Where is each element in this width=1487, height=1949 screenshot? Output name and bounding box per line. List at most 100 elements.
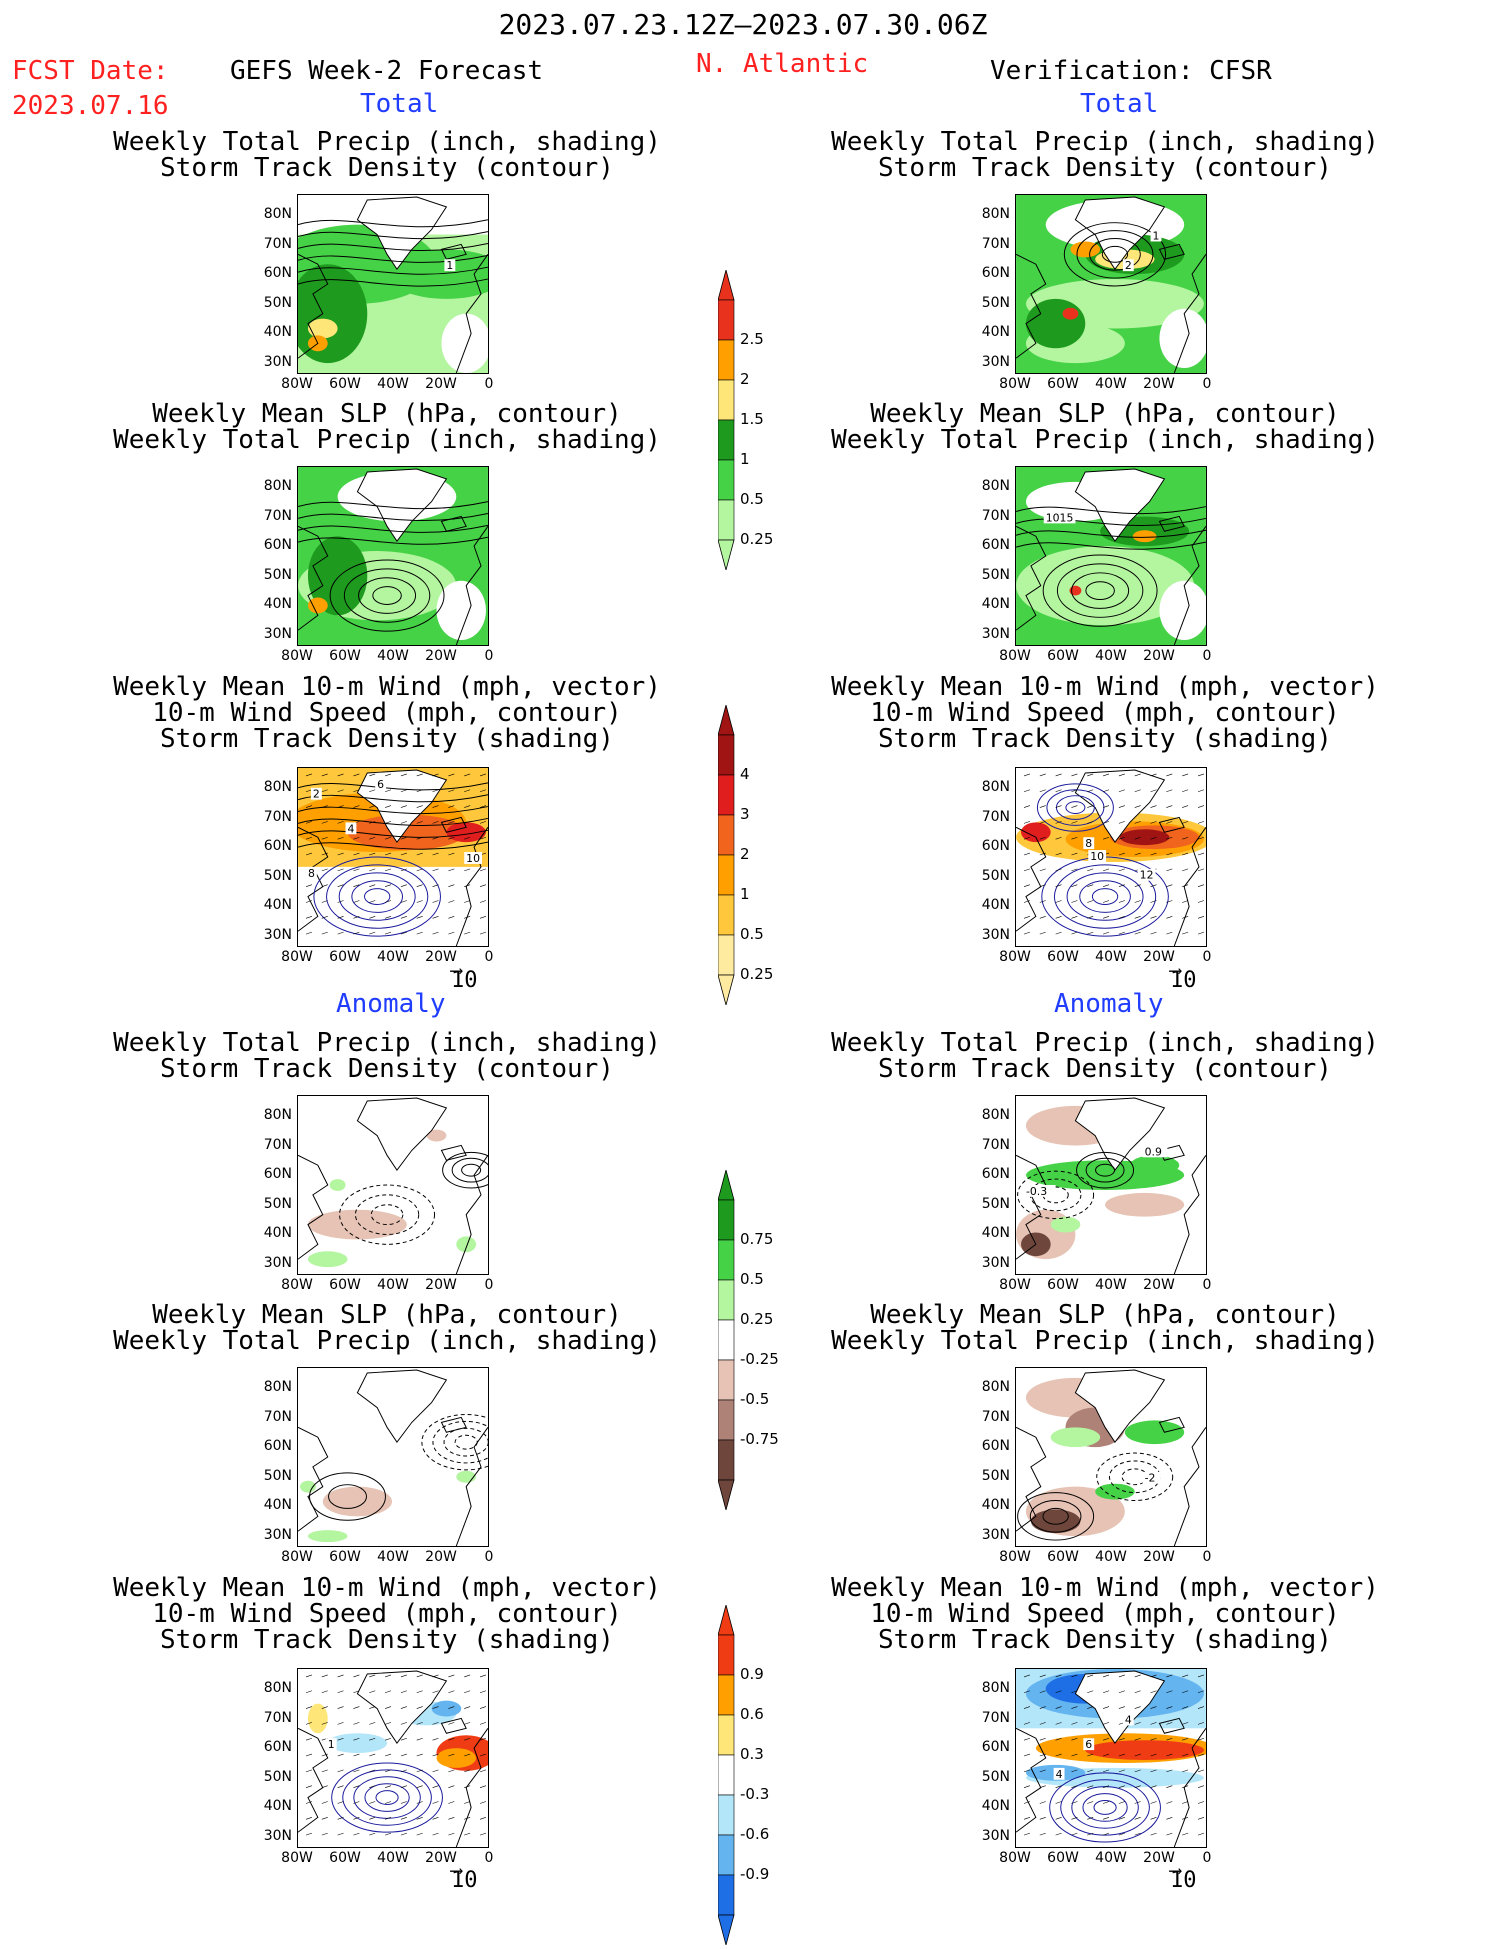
map-vf-anom-precip: 0.9 -0.3: [1015, 1095, 1207, 1275]
wind-vector: [1055, 1753, 1062, 1757]
wind-vector: [1039, 1753, 1046, 1757]
contour-line: [343, 568, 431, 623]
lon-tick-label: 40W: [1095, 648, 1127, 664]
wind-vector: [432, 821, 439, 824]
wind-vector: [321, 1690, 328, 1694]
wind-vector: [1055, 931, 1062, 935]
wind-vector: [1134, 884, 1141, 887]
contour-line: [1056, 563, 1144, 618]
wind-vector: [464, 1832, 471, 1836]
lat-tick-label: 50N: [263, 867, 292, 884]
lat-tick-label: 50N: [263, 1768, 292, 1785]
contour-label-text: 1: [446, 259, 453, 272]
lat-tick-label: 40N: [263, 1497, 292, 1513]
wind-vector: [1039, 884, 1046, 887]
lon-tick-label: 0: [1202, 648, 1212, 664]
wind-vector: [305, 836, 313, 840]
section-anomaly-right: Anomaly: [1054, 989, 1164, 1019]
wind-vector: [1197, 916, 1205, 919]
shade-region: [1030, 1509, 1081, 1534]
wind-vector: [369, 805, 376, 808]
lon-tick-label: 40W: [377, 1850, 409, 1866]
lat-tick-label: 60N: [263, 1438, 292, 1454]
wind-vector: [384, 1753, 392, 1757]
wind-vector: [353, 1690, 360, 1694]
lon-tick-label: 20W: [1143, 376, 1175, 392]
lon-tick-label: 0: [484, 648, 494, 664]
colorbar-segment: [717, 1279, 735, 1321]
wind-vector: [1039, 773, 1046, 777]
wind-vector: [1055, 1690, 1062, 1694]
lon-tick-label: 60W: [329, 376, 361, 392]
wind-vector: [321, 1785, 328, 1788]
wind-vector: [1150, 900, 1157, 903]
wind-vector: [337, 1690, 344, 1694]
contour-line: [364, 1783, 410, 1812]
wind-vector: [1023, 931, 1031, 935]
lat-tick-label: 80N: [263, 779, 292, 795]
europe-africa-coast: [1173, 1427, 1206, 1546]
wind-vector: [384, 1674, 392, 1678]
iceland-coast: [440, 243, 467, 260]
contour-line: [298, 219, 488, 228]
map-canvas: 2 6 4 8 10: [298, 768, 488, 946]
wind-vector: [1182, 805, 1189, 808]
wind-vector: [353, 1674, 360, 1678]
wind-vector: [337, 805, 344, 808]
lat-tick-label: 60N: [263, 1166, 292, 1182]
contour-line: [331, 1762, 443, 1833]
contour-label: 2: [1122, 259, 1134, 272]
colorbar-strip: [717, 268, 735, 572]
lon-tick-label: 20W: [1143, 648, 1175, 664]
colorbar-label: 1.5: [740, 410, 764, 428]
wind-vector: [1197, 900, 1205, 903]
europe-africa-coast: [1173, 827, 1206, 946]
colorbar-label: 0.5: [740, 490, 764, 508]
lat-tick-label: 70N: [981, 507, 1010, 524]
lon-tick-label: 60W: [329, 1549, 361, 1565]
wind-vector: [353, 1785, 360, 1788]
vector-ref-vf-anom: ⟶ 10: [1170, 1860, 1197, 1893]
colorbar-label: 2: [740, 370, 750, 388]
colorbar-cap-bottom: [717, 1914, 735, 1947]
lat-tick-label: 60N: [981, 265, 1010, 281]
contour-line: [443, 1427, 488, 1457]
wind-vector: [1102, 1722, 1110, 1725]
wind-vector: [321, 805, 328, 808]
lat-tick-label: 30N: [263, 1827, 292, 1844]
contour-label: 8: [305, 867, 317, 880]
contour-line: [1016, 517, 1206, 526]
wind-vector: [321, 1769, 328, 1773]
wind-vector: [1023, 1706, 1031, 1709]
wind-vector: [1134, 821, 1141, 824]
wind-vector: [1118, 789, 1125, 793]
wind-vector: [321, 1706, 328, 1709]
wind-vector: [1023, 773, 1031, 777]
vector-ref-arrow: ⟶: [451, 1860, 462, 1881]
shade-region: [307, 318, 338, 339]
lat-tick-label: 30N: [981, 1526, 1010, 1543]
wind-vector: [1055, 836, 1062, 840]
contour-label: 0.9: [1142, 1145, 1168, 1158]
europe-africa-coast: [455, 526, 488, 645]
vector-ref-fc-total: ⟶ 10: [451, 960, 478, 993]
wind-vector: [1197, 1737, 1205, 1741]
north-america-coast: [298, 1154, 329, 1260]
contour-line: [298, 512, 488, 522]
wind-vector: [464, 900, 471, 903]
colorbar-label: 0.25: [740, 530, 774, 548]
lon-tick-label: 40W: [1095, 1277, 1127, 1293]
wind-vector: [479, 1737, 487, 1741]
wind-vector: [1134, 1753, 1141, 1757]
wind-vector: [400, 789, 407, 793]
lon-tick-label: 80W: [999, 1850, 1031, 1866]
wind-vector: [1102, 773, 1110, 777]
wind-vector: [1182, 1769, 1189, 1773]
wind-vector: [1087, 1832, 1094, 1836]
wind-vector: [384, 1706, 392, 1709]
shade-region: [436, 580, 486, 641]
fcst-date-value: 2023.07.16: [12, 91, 169, 121]
colorbar-segment: [717, 1239, 735, 1281]
wind-vector: [416, 1690, 423, 1694]
wind-vector: [416, 821, 423, 824]
